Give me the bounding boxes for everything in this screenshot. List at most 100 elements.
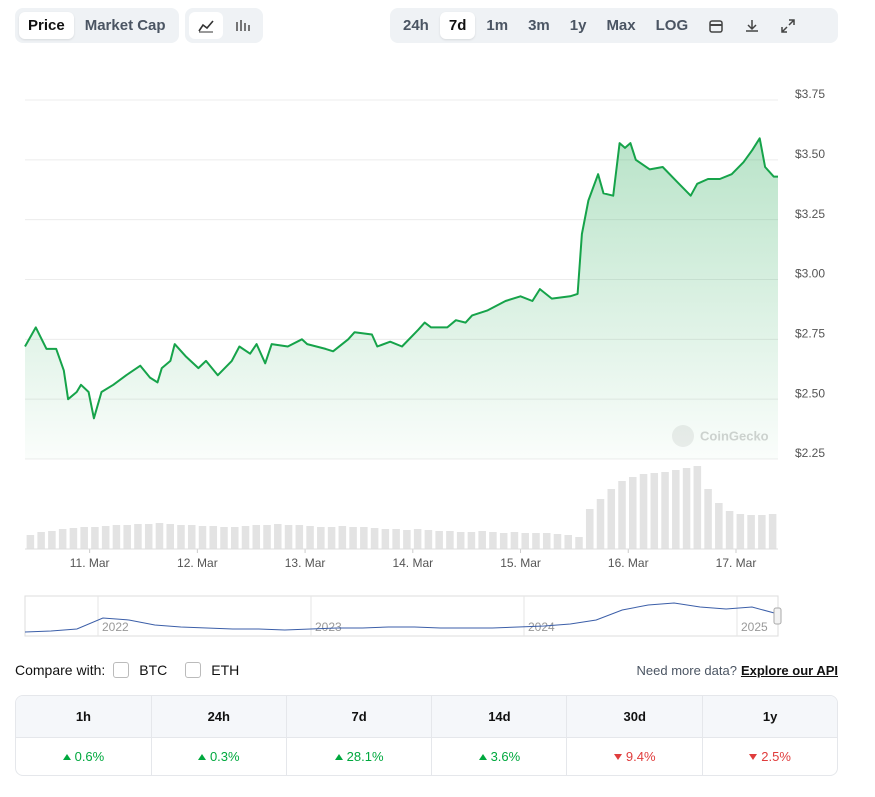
x-tick-label: 11. Mar — [70, 556, 110, 570]
volume-bar — [177, 525, 185, 549]
change-cell: 0.6% — [16, 738, 151, 775]
change-table: 1h 0.6% 24h 0.3% 7d 28.1% 14d 3.6% 30d 9.4% 1y 2.5% — [15, 695, 838, 776]
y-tick-label: $2.50 — [795, 386, 825, 400]
range-button[interactable]: LOG — [655, 17, 689, 34]
volume-bar — [381, 529, 390, 549]
x-tick-label: 17. Mar — [716, 556, 757, 570]
volume-bar — [198, 526, 207, 549]
price-line — [24, 137, 778, 420]
volume-bar — [553, 534, 562, 549]
candle-chart-button[interactable] — [225, 12, 259, 39]
volume-bar — [693, 466, 702, 549]
range-button[interactable]: 1m — [486, 17, 509, 34]
period-header: 24h — [151, 696, 286, 738]
view-switch: Price Market Cap — [15, 8, 179, 43]
volume-bar — [629, 477, 637, 549]
x-tick-label: 12. Mar — [177, 556, 218, 570]
volume-bar — [123, 525, 131, 549]
range-button[interactable]: 7d — [439, 12, 476, 39]
volume-bar — [747, 515, 755, 549]
volume-bar — [672, 470, 680, 549]
volume-bar — [618, 481, 626, 549]
volume-bar — [596, 499, 605, 549]
note: Need more data? — [636, 662, 737, 678]
navigator-handle[interactable] — [773, 607, 782, 625]
navigator-label: 2024 — [528, 620, 555, 634]
volume-bar — [263, 525, 271, 549]
volume-bar — [650, 473, 659, 549]
volume-bar — [187, 525, 196, 549]
compare-option[interactable]: ETH — [211, 662, 240, 678]
volume-bar — [542, 533, 551, 549]
chart-style-switch — [185, 8, 263, 43]
range-button[interactable]: 1y — [569, 17, 587, 34]
checkbox[interactable] — [113, 662, 130, 678]
volume-bar — [252, 525, 261, 549]
calendar-button[interactable] — [699, 12, 733, 39]
table-column: 14d 3.6% — [431, 696, 567, 775]
volume-bar — [467, 532, 476, 549]
volume-bar — [144, 524, 153, 549]
y-tick-label: $3.25 — [795, 207, 825, 221]
volume-bar — [704, 489, 712, 549]
view-button[interactable]: Market Cap — [84, 17, 166, 34]
change-value: 0.6% — [74, 749, 105, 764]
volume-bar — [392, 529, 400, 549]
volume-bar — [725, 511, 734, 549]
volume-bar — [101, 526, 110, 549]
change-value: 28.1% — [346, 749, 384, 764]
direction-arrow — [478, 753, 487, 760]
direction-arrow — [197, 753, 206, 760]
volume-bar — [564, 535, 573, 549]
period-header: 1y — [703, 696, 837, 738]
x-tick-label: 13. Mar — [285, 556, 326, 570]
view-button[interactable]: Price — [19, 12, 74, 39]
volume-bar — [230, 527, 239, 549]
volume-bar — [327, 527, 336, 549]
volume-bar — [435, 531, 443, 549]
price-chart: $2.25 $2.50 $2.75 $3.00 $3.25 $3.50 $3.75 11. M… — [24, 87, 825, 637]
volume-bar — [532, 533, 540, 549]
y-tick-label: $3.75 — [795, 87, 825, 101]
fullscreen-button[interactable] — [771, 12, 805, 39]
table-column: 7d 28.1% — [285, 696, 432, 775]
volume-bar — [768, 514, 777, 549]
period-header: 30d — [567, 696, 703, 738]
volume-bar — [80, 527, 88, 549]
period-header: 14d — [432, 696, 567, 738]
download-button[interactable] — [735, 12, 769, 39]
table-column: 1y 2.5% — [702, 696, 837, 775]
table-column: 24h 0.3% — [150, 696, 286, 775]
x-tick-label: 16. Mar — [608, 556, 649, 570]
volume-bar — [607, 489, 616, 549]
x-tick-label: 15. Mar — [500, 556, 541, 570]
navigator-label: 2022 — [102, 620, 129, 634]
volume-bar — [166, 524, 174, 549]
change-cell: 2.5% — [703, 738, 837, 775]
period-header: 1h — [16, 696, 151, 738]
checkbox[interactable] — [185, 662, 202, 678]
volume-bar — [446, 531, 454, 549]
volume-bar — [37, 532, 45, 549]
change-cell: 3.6% — [432, 738, 566, 775]
volume-bar — [521, 533, 529, 549]
range-button[interactable]: 3m — [528, 17, 550, 34]
volume-bar — [736, 514, 745, 549]
change-value: 9.4% — [625, 749, 656, 764]
volume-bar — [682, 468, 691, 549]
line-chart-button[interactable] — [189, 12, 223, 39]
y-tick-label: $2.75 — [795, 327, 825, 341]
change-cell: 0.3% — [152, 738, 286, 775]
volume-bar — [456, 532, 465, 549]
volume-bar — [69, 528, 78, 549]
api-link[interactable]: Explore our API — [740, 662, 838, 678]
range-button[interactable]: Max — [606, 17, 636, 34]
direction-arrow — [62, 753, 71, 760]
range-button[interactable]: 24h — [403, 17, 429, 34]
compare-option[interactable]: BTC — [139, 662, 168, 678]
volume-bar — [575, 537, 583, 549]
range-switch: 24h 7d 1m 3m 1y Max LOG — [390, 8, 838, 43]
navigator-frame — [24, 595, 779, 637]
change-value: 0.3% — [209, 749, 240, 764]
